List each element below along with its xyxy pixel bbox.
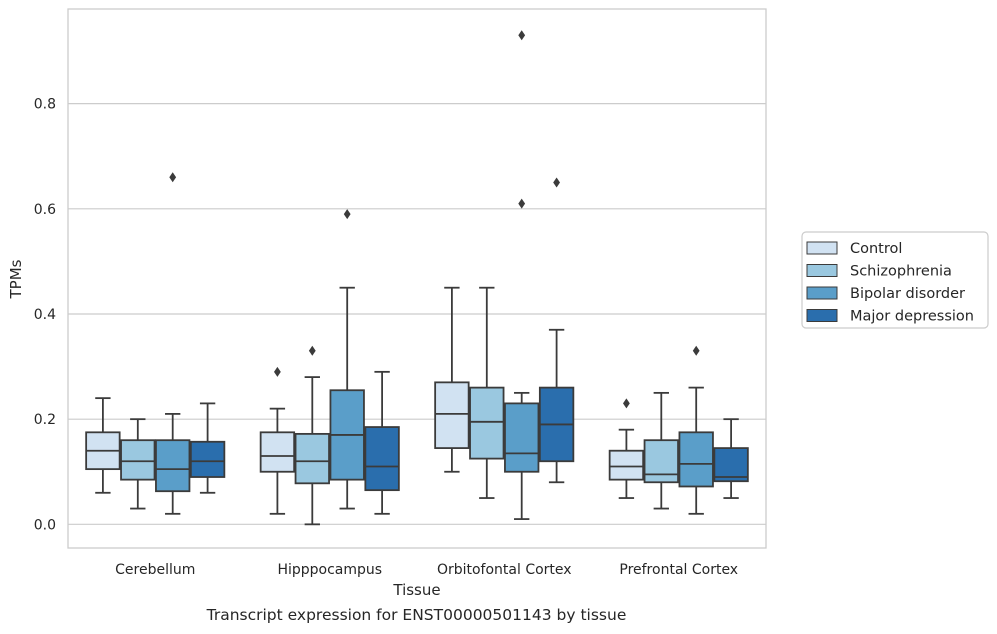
- legend: Control Schizophrenia Bipolar disorder Majo…: [801, 231, 989, 329]
- box-schizophrenia: [294, 345, 330, 526]
- x-tick-labels: Cerebellum Hipppocampus Orbitofontal Corte…: [115, 562, 738, 578]
- box-bipolar-disorder: [678, 345, 714, 515]
- legend-swatch: [806, 264, 838, 277]
- outlier-point: [308, 345, 316, 356]
- box-iqr: [189, 440, 226, 478]
- box-iqr: [504, 402, 540, 473]
- legend-swatch: [806, 286, 838, 300]
- box-control: [85, 397, 121, 494]
- box-iqr: [294, 432, 330, 485]
- boxes: [85, 30, 749, 526]
- y-tick-labels: 0.0 0.2 0.4 0.6 0.8: [34, 97, 56, 534]
- box-iqr: [678, 431, 714, 488]
- y-tick-label: 0.8: [34, 97, 56, 113]
- x-axis-label: Tissue: [392, 581, 440, 599]
- box-iqr: [643, 439, 679, 484]
- outlier-point: [274, 366, 281, 377]
- box-bipolar-disorder: [155, 172, 191, 515]
- outlier-point: [343, 209, 351, 220]
- outlier-point: [553, 177, 560, 188]
- box-iqr: [155, 439, 191, 493]
- box-control: [434, 286, 470, 473]
- box-schizophrenia: [643, 391, 679, 510]
- outlier-point: [518, 30, 526, 41]
- box-major-depression: [538, 177, 575, 484]
- outlier-point: [623, 398, 630, 409]
- plot-area-frame: [67, 8, 767, 549]
- legend-swatch: [806, 309, 838, 322]
- figure-caption: Transcript expression for ENST0000050114…: [206, 606, 627, 624]
- y-tick-label: 0.4: [34, 307, 56, 323]
- box-bipolar-disorder: [329, 209, 365, 510]
- box-schizophrenia: [120, 418, 156, 510]
- box-control: [259, 366, 296, 515]
- box-bipolar-disorder: [504, 30, 540, 520]
- box-iqr: [713, 447, 749, 483]
- box-iqr: [259, 431, 296, 473]
- box-iqr: [608, 449, 645, 481]
- box-major-depression: [364, 370, 400, 515]
- box-major-depression: [713, 418, 749, 499]
- legend-frame: [801, 231, 989, 329]
- x-tick-label: Prefrontal Cortex: [619, 562, 738, 578]
- y-tick-label: 0.2: [34, 412, 56, 428]
- legend-entry: Control: [850, 241, 902, 257]
- y-tick-label: 0.6: [34, 202, 56, 218]
- outlier-point: [169, 172, 177, 183]
- legend-entry: Bipolar disorder: [850, 286, 965, 302]
- box-control: [608, 398, 645, 499]
- box-major-depression: [189, 402, 226, 494]
- box-iqr: [364, 426, 400, 492]
- legend-swatch: [806, 241, 838, 255]
- box-iqr: [434, 381, 470, 449]
- x-tick-label: Cerebellum: [115, 562, 195, 578]
- outlier-point: [692, 345, 700, 356]
- x-tick-label: Hipppocampus: [277, 562, 382, 578]
- box-schizophrenia: [469, 286, 505, 499]
- box-iqr: [469, 386, 505, 460]
- legend-entry: Schizophrenia: [850, 264, 952, 280]
- x-tick-label: Orbitofontal Cortex: [437, 562, 572, 578]
- y-tick-label: 0.0: [34, 517, 56, 533]
- y-axis-label: TPMs: [7, 259, 25, 299]
- outlier-point: [518, 198, 526, 209]
- gridlines: [68, 103, 766, 525]
- box-iqr: [120, 439, 156, 481]
- legend-entry: Major depression: [850, 309, 974, 325]
